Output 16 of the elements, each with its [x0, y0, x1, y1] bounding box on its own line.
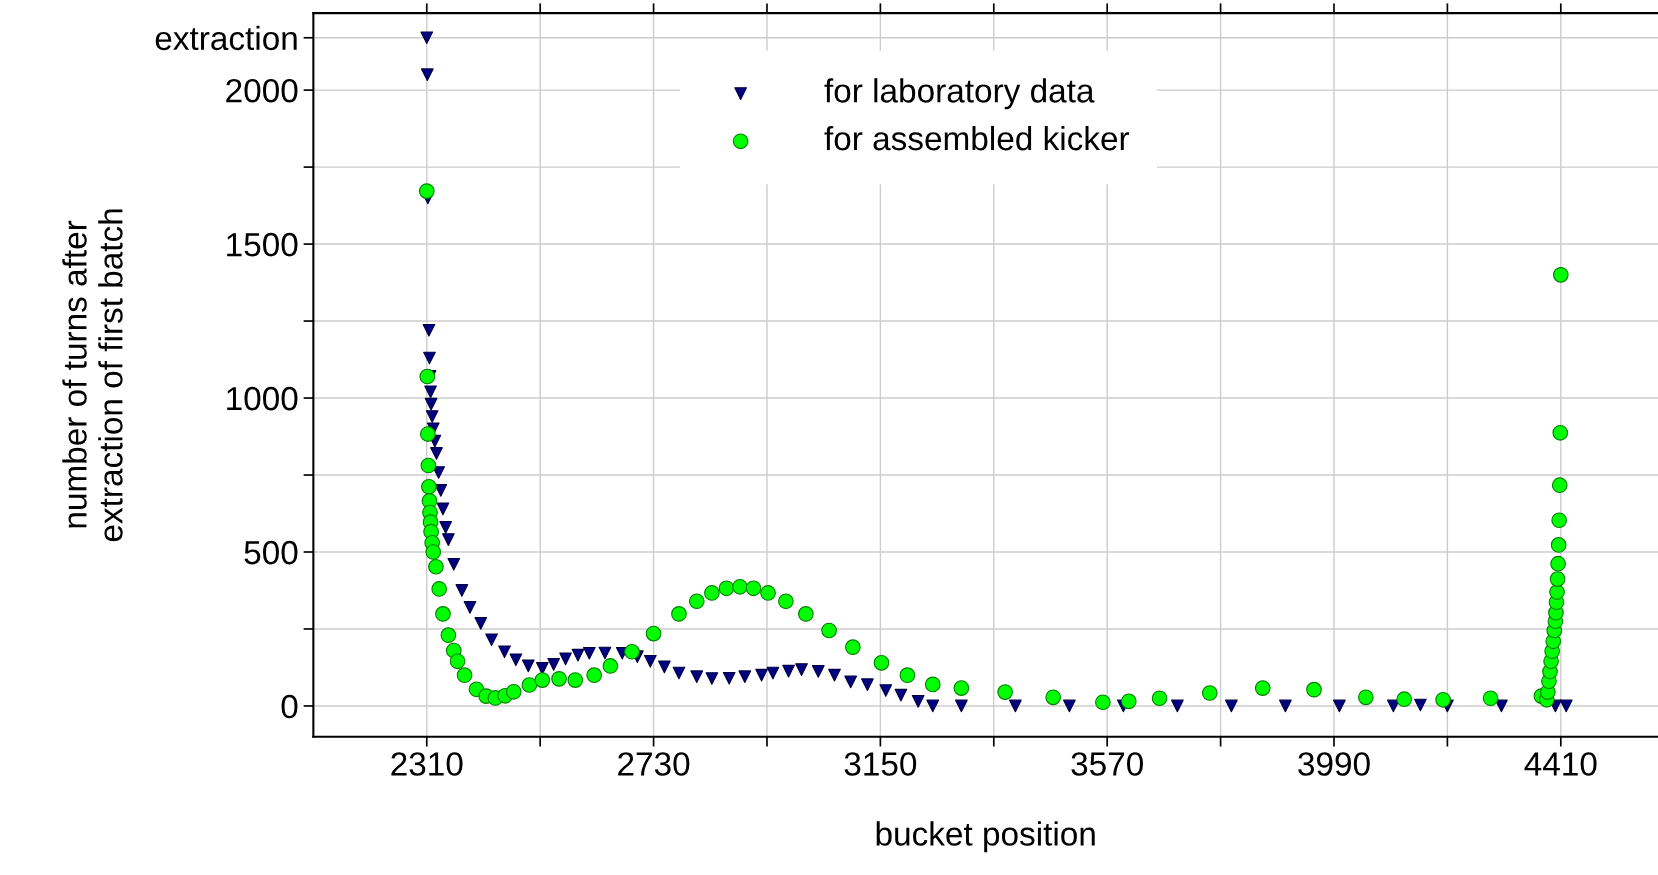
x-tick-label: 2310 — [391, 752, 463, 776]
x-tick-label: 3570 — [1071, 752, 1143, 776]
x-axis-title: bucket position — [876, 821, 1095, 853]
y-tick-label: 0 — [281, 694, 298, 719]
x-tick-label: 3990 — [1298, 752, 1370, 776]
y-tick-label: 500 — [244, 540, 298, 565]
y-axis-title: number of turns after extraction of first batch — [62, 209, 123, 542]
y-tick-label: 2000 — [226, 78, 298, 103]
x-tick-label: 4410 — [1524, 752, 1597, 776]
legend-label: for assembled kicker — [824, 125, 1130, 151]
x-tick-label: 3150 — [844, 752, 917, 776]
legend-label: for laboratory data — [824, 78, 1095, 110]
y-tick-label: 1000 — [227, 386, 298, 411]
x-tick-label: 2730 — [618, 752, 690, 776]
y-tick-label: extraction — [155, 25, 297, 51]
y-tick-label: 1500 — [227, 232, 298, 257]
